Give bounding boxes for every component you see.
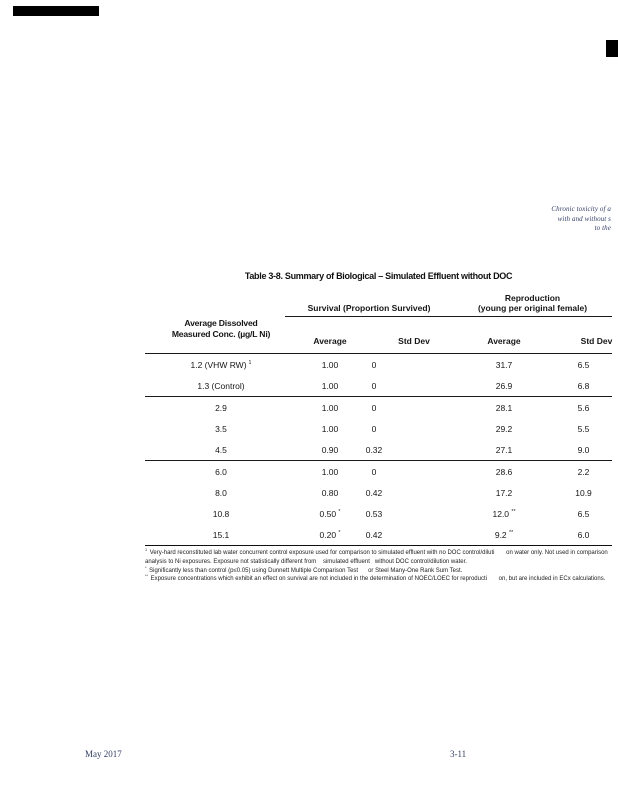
concentration-cell: 8.0	[215, 487, 227, 498]
value-cell: 10.9	[575, 487, 592, 498]
col-header-concentration-line-1: Average Dissolved	[184, 318, 258, 328]
table-row: 1.2 (VHW RW) 1 1.00 0 31.7 6.5	[145, 354, 612, 376]
concentration-cell: 3.5	[215, 423, 227, 434]
value-cell: 1.00	[321, 402, 339, 413]
table-row: 3.5 1.00 0 29.2 5.5	[145, 418, 612, 439]
concentration-cell: 4.5	[145, 439, 285, 461]
value-cell: 1.00	[321, 466, 339, 477]
value-cell: 0.50 *	[319, 508, 341, 519]
value-cell: 6.8	[555, 375, 613, 397]
value-cell: 0.53	[365, 508, 383, 519]
footnote-line: * Significantly less than control (p≤0.0…	[145, 565, 463, 574]
value-cell: 6.0	[555, 524, 613, 546]
value-cell: 0	[372, 375, 453, 397]
table-row: 4.5 0.90 0.32 27.1 9.0	[145, 439, 613, 461]
table-title: Table 3-8. Summary of Biological – Simul…	[244, 271, 513, 281]
col-group-reproduction-line-1: Reproduction	[504, 293, 561, 303]
table-header: Average Dissolved Measured Conc. (µg/L N…	[145, 287, 612, 354]
concentration-cell: 15.1	[145, 524, 285, 546]
subheader-survival-stddev: Std Dev	[375, 316, 453, 354]
running-header-line-3: to the	[594, 224, 611, 233]
table-row: 10.8 0.50 * 0.53 12.0 ** 6.5	[145, 503, 612, 524]
scan-artifact-right-edge	[606, 40, 618, 57]
running-header-line-2: with and without s	[557, 214, 611, 223]
concentration-cell: 1.2 (VHW RW) 1	[190, 359, 252, 370]
value-cell: 1.00	[285, 375, 375, 397]
value-cell: 1.00	[321, 423, 339, 434]
footnotes: 1 Very-hard reconstituted lab water conc…	[145, 548, 612, 584]
value-cell: 6.5	[577, 359, 590, 370]
table-row: 1.3 (Control) 1.00 0 26.9 6.8	[145, 375, 613, 397]
value-cell: 0.90	[285, 439, 375, 461]
col-group-reproduction-line-2: (young per original female)	[477, 302, 588, 313]
concentration-cell: 2.9	[215, 402, 227, 413]
concentration-cell: 6.0	[215, 466, 227, 477]
concentration-cell: 10.8	[212, 508, 230, 519]
col-header-concentration-line-2: Measured Conc. (µg/L Ni)	[171, 329, 271, 339]
subheader-row: Average Std Dev Average Std Dev	[145, 316, 612, 354]
table-row: 6.0 1.00 0 28.6 2.2	[145, 461, 612, 483]
value-cell: 28.1	[495, 402, 513, 413]
value-cell: 0	[371, 359, 377, 370]
value-cell: 0.80	[321, 487, 339, 498]
value-cell: 0.20 *	[285, 524, 375, 546]
table-body: 1.2 (VHW RW) 1 1.00 0 31.7 6.5 1.3 (Control) 1.…	[145, 354, 613, 546]
value-cell: 6.5	[577, 508, 590, 519]
table-row: 15.1 0.20 * 0.42 9.2 ** 6.0	[145, 524, 613, 546]
value-cell: 9.2 **	[453, 524, 555, 546]
group-header-row: Average Dissolved Measured Conc. (µg/L N…	[145, 287, 613, 354]
table-row: 2.9 1.00 0 28.1 5.6	[145, 397, 612, 419]
running-header: Chronic toxicity of a with and without s…	[551, 205, 611, 234]
value-cell: 5.5	[577, 423, 590, 434]
footer-page-number: 3-11	[450, 749, 467, 759]
running-header-line-1: Chronic toxicity of a	[551, 205, 611, 213]
value-cell: 12.0 **	[492, 508, 516, 519]
col-group-survival: Survival (Proportion Survived)	[285, 287, 453, 317]
footnote-line: analysis to Ni exposures. Exposure not s…	[145, 558, 467, 565]
value-cell: 0.42	[365, 487, 383, 498]
footnote-line: 1 Very-hard reconstituted lab water conc…	[145, 548, 608, 556]
value-cell: 0	[371, 402, 377, 413]
value-cell: 1.00	[321, 359, 339, 370]
table-section: Table 3-8. Summary of Biological – Simul…	[145, 271, 612, 584]
footer-date: May 2017	[85, 749, 122, 759]
value-cell: 29.2	[495, 423, 513, 434]
scan-artifact-top-left	[13, 6, 99, 16]
value-cell: 27.1	[453, 439, 555, 461]
col-group-reproduction: Reproduction (young per original female)	[453, 287, 613, 317]
value-cell: 0	[371, 423, 377, 434]
value-cell: 5.6	[577, 402, 590, 413]
subheader-reproduction-stddev: Std Dev	[555, 316, 612, 354]
subheader-reproduction-average: Average	[453, 316, 555, 354]
col-header-concentration: Average Dissolved Measured Conc. (µg/L N…	[145, 287, 285, 354]
value-cell: 0.32	[366, 439, 453, 461]
table-row: 8.0 0.80 0.42 17.2 10.9	[145, 482, 612, 503]
value-cell: 28.6	[495, 466, 513, 477]
concentration-cell: 1.3 (Control)	[145, 375, 285, 397]
col-group-survival-label: Survival (Proportion Survived)	[307, 302, 431, 313]
value-cell: 0	[371, 466, 377, 477]
value-cell: 0.42	[366, 524, 453, 546]
value-cell: 26.9	[453, 375, 555, 397]
subheader-survival-average: Average	[285, 316, 375, 354]
data-table: Average Dissolved Measured Conc. (µg/L N…	[145, 287, 612, 546]
value-cell: 9.0	[555, 439, 613, 461]
footnote-line: ** Exposure concentrations which exhibit…	[145, 574, 606, 583]
value-cell: 2.2	[577, 466, 590, 477]
value-cell: 31.7	[495, 359, 513, 370]
value-cell: 17.2	[495, 487, 513, 498]
